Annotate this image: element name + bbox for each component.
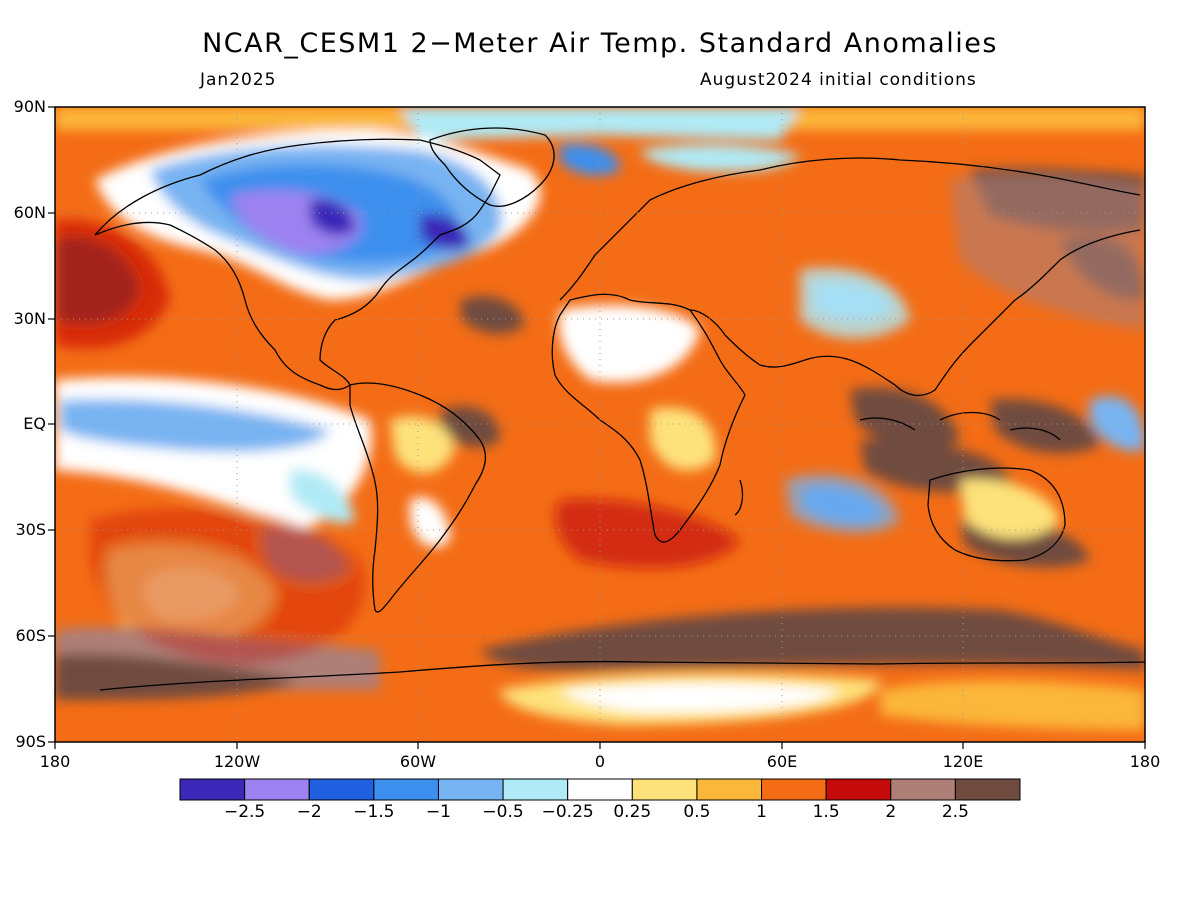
africa-coast [551, 293, 746, 543]
madagascar-coast [734, 479, 744, 516]
colorbar-tick-label: 2.5 [941, 802, 969, 822]
colorbar-swatch [761, 778, 827, 801]
colorbar-swatch [308, 778, 375, 801]
north-america-coast [94, 138, 501, 391]
colorbar-tick-label: −1 [425, 802, 451, 822]
greenland-coast [429, 127, 555, 207]
lon-label-120w: 120W [213, 752, 261, 771]
lon-label-60e: 60E [766, 752, 798, 771]
lat-label-60n: 60N [13, 203, 46, 222]
lon-label-120e: 120E [942, 752, 984, 771]
lat-label-30n: 30N [13, 309, 46, 328]
lat-label-90s: 90S [15, 732, 46, 751]
lon-label-0: 0 [594, 752, 606, 771]
colorbar-swatch [179, 778, 246, 801]
valid-month-label: Jan2025 [200, 70, 277, 90]
lat-label-90n: 90N [13, 97, 46, 116]
colorbar-swatch [890, 778, 956, 801]
colorbar-tick-label: −0.5 [482, 802, 524, 822]
colorbar-tick-label: 1 [756, 802, 767, 822]
colorbar-swatch [825, 778, 892, 801]
south-america-coast [349, 382, 487, 613]
lon-label-180e: 180 [1129, 752, 1161, 771]
colorbar [179, 778, 1021, 801]
colorbar-tick-label: −1.5 [353, 802, 395, 822]
maritime-coast [859, 411, 1061, 441]
lat-label-eq: EQ [23, 414, 46, 433]
colorbar-swatch [373, 778, 439, 801]
colorbar-tick-label: 0.25 [613, 802, 652, 822]
lon-label-60w: 60W [399, 752, 437, 771]
colorbar-tick-label: −2 [296, 802, 322, 822]
colorbar-swatch [567, 778, 633, 801]
lat-label-60s: 60S [15, 626, 46, 645]
axis-ticks [48, 106, 1146, 749]
colorbar-tick-label: 1.5 [812, 802, 840, 822]
colorbar-tick-label: 0.5 [683, 802, 711, 822]
coastlines [94, 127, 1145, 691]
colorbar-swatch [244, 778, 310, 801]
antarctica-coast [99, 660, 1145, 691]
anomaly-field [55, 107, 1145, 742]
lon-label-180w: 180 [39, 752, 71, 771]
map-title: NCAR_CESM1 2−Meter Air Temp. Standard An… [202, 28, 998, 59]
eurasia-coast [559, 157, 1141, 397]
australia-coast [927, 467, 1066, 562]
colorbar-tick-label: −0.25 [541, 802, 594, 822]
colorbar-tick-label: −2.5 [223, 802, 266, 822]
lat-label-30s: 30S [15, 520, 46, 539]
colorbar-swatch [954, 778, 1021, 801]
colorbar-swatch [502, 778, 569, 801]
colorbar-swatch [631, 778, 698, 801]
colorbar-swatch [696, 778, 763, 801]
colorbar-swatch [437, 778, 504, 801]
colorbar-tick-label: 2 [885, 802, 897, 822]
initial-conditions-label: August2024 initial conditions [700, 70, 977, 90]
